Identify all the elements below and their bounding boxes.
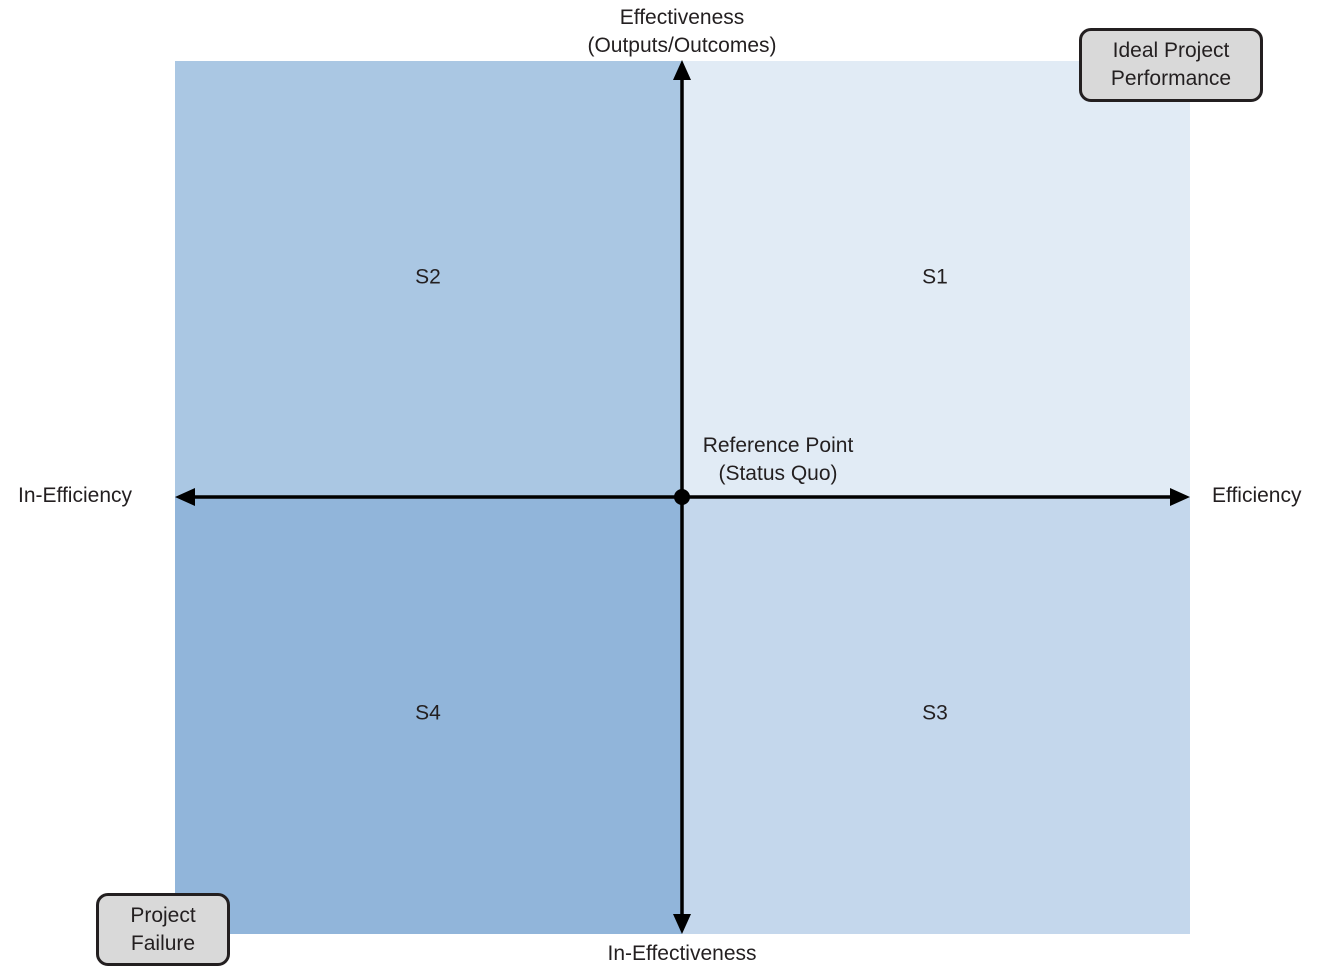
quadrant-s3-label: S3 xyxy=(922,701,948,725)
reference-point-label-line2: (Status Quo) xyxy=(718,462,838,485)
quadrant-s3 xyxy=(682,497,1190,934)
effectiveness-axis-label: Effectiveness (Outputs/Outcomes) xyxy=(587,4,776,60)
project-failure-callout: Project Failure xyxy=(96,893,230,966)
ideal-performance-callout: Ideal Project Performance xyxy=(1079,28,1263,102)
quadrant-s4-label: S4 xyxy=(415,701,441,725)
quadrant-s2-label: S2 xyxy=(415,265,441,289)
ideal-callout-line2: Performance xyxy=(1110,67,1232,90)
failure-callout-line2: Failure xyxy=(130,931,196,955)
in-efficiency-axis-label: In-Efficiency xyxy=(18,484,132,507)
in-effectiveness-axis-label: In-Effectiveness xyxy=(607,942,757,965)
quadrant-s4 xyxy=(175,497,682,934)
quadrant-s1 xyxy=(682,61,1190,497)
effectiveness-label-line1: Effectiveness xyxy=(619,6,745,29)
quadrant-s1-label: S1 xyxy=(922,265,948,289)
quadrant-s2 xyxy=(175,61,682,497)
ideal-callout-line1: Ideal Project xyxy=(1112,39,1230,62)
effectiveness-label-line2: (Outputs/Outcomes) xyxy=(587,34,777,57)
failure-callout-line1: Project xyxy=(130,903,196,927)
efficiency-axis-label: Efficiency xyxy=(1212,484,1302,507)
reference-point-label: Reference Point (Status Quo) xyxy=(703,432,854,488)
reference-point-label-line1: Reference Point xyxy=(702,434,854,457)
